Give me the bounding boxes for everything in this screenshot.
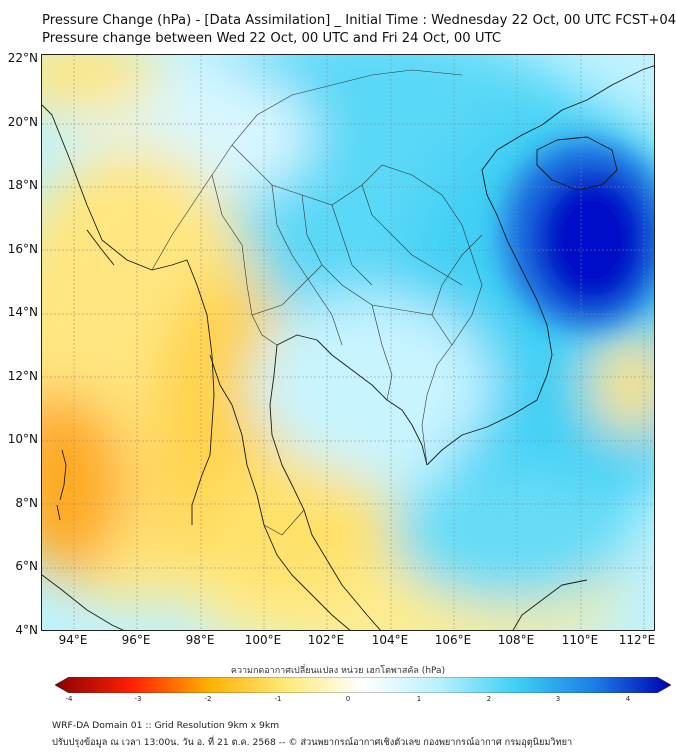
lon-label-96: 96°E <box>121 633 151 647</box>
colorbar-tick-1: 1 <box>416 695 422 703</box>
lat-label-6: 6°N <box>15 559 38 573</box>
low-pressure-core <box>502 140 654 330</box>
lon-label-102: 102°E <box>307 633 345 647</box>
colorbar-tick-neg4: -4 <box>65 695 73 703</box>
lat-label-4: 4°N <box>15 623 38 637</box>
lon-label-104: 104°E <box>371 633 409 647</box>
lon-label-112: 112°E <box>618 633 656 647</box>
lon-label-108: 108°E <box>497 633 535 647</box>
colorbar-tick-0: 0 <box>345 695 351 703</box>
title-line-2: Pressure change between Wed 22 Oct, 00 U… <box>42 31 502 46</box>
graticule <box>42 55 654 630</box>
lon-label-98: 98°E <box>185 633 215 647</box>
colorbar-tick-neg3: -3 <box>134 695 142 703</box>
chart-title: Pressure Change (hPa) - [Data Assimilati… <box>42 12 676 48</box>
colorbar-tick-neg1: -1 <box>274 695 282 703</box>
lat-label-18: 18°N <box>7 178 38 192</box>
lat-label-20: 20°N <box>7 115 38 129</box>
colorbar-tick-3: 3 <box>555 695 561 703</box>
colorbar-title: ความกดอากาศเปลี่ยนแปลง หน่วย เฮกโตพาสคัล… <box>230 666 446 676</box>
colorbar-tick-4: 4 <box>625 695 631 703</box>
country-borders <box>151 69 483 536</box>
lat-label-12: 12°N <box>7 369 38 383</box>
coastlines <box>42 65 654 630</box>
footer-model-info: WRF-DA Domain 01 :: Grid Resolution 9km … <box>52 720 280 731</box>
title-line-1: Pressure Change (hPa) - [Data Assimilati… <box>42 13 676 28</box>
colorbar <box>54 676 672 694</box>
lon-label-94: 94°E <box>58 633 88 647</box>
lat-label-16: 16°N <box>7 242 38 256</box>
pressure-change-map <box>41 54 655 631</box>
lat-label-8: 8°N <box>15 496 38 510</box>
lat-label-14: 14°N <box>7 305 38 319</box>
footer-credit: ปรับปรุงข้อมูล ณ เวลา 13:00น. วัน อ. ที่… <box>52 737 573 748</box>
colorbar-bar <box>54 676 672 694</box>
lon-label-100: 100°E <box>244 633 282 647</box>
colorbar-tick-2: 2 <box>486 695 492 703</box>
pressure-field <box>42 55 654 630</box>
colorbar-tick-neg2: -2 <box>204 695 212 703</box>
lon-label-106: 106°E <box>434 633 472 647</box>
lat-label-22: 22°N <box>7 51 38 65</box>
map-canvas <box>42 55 654 630</box>
colorbar-gradient <box>54 676 672 694</box>
lat-label-10: 10°N <box>7 432 38 446</box>
lon-label-110: 110°E <box>561 633 599 647</box>
